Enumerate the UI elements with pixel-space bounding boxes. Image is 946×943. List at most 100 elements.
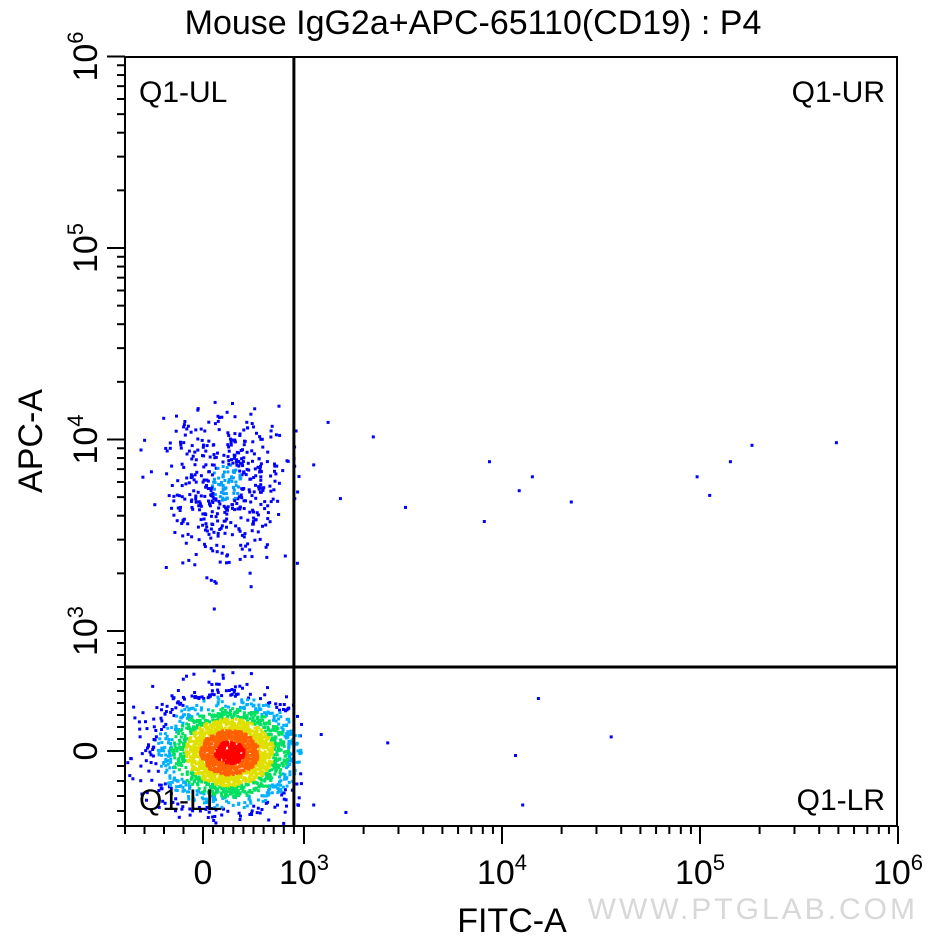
event-dot bbox=[275, 768, 279, 772]
event-dot bbox=[287, 720, 291, 724]
event-dot bbox=[232, 456, 236, 460]
event-dot bbox=[177, 763, 181, 767]
event-dot bbox=[180, 484, 184, 488]
watermark: WWW.PTGLAB.COM bbox=[587, 893, 918, 926]
event-dot bbox=[270, 768, 274, 772]
event-dot bbox=[197, 768, 201, 771]
event-dot bbox=[197, 736, 201, 740]
event-dot bbox=[211, 718, 215, 722]
event-dot bbox=[181, 703, 185, 707]
event-dot bbox=[186, 727, 190, 731]
y-tick-label: 105 bbox=[63, 223, 105, 273]
event-dot bbox=[208, 502, 211, 506]
event-dot bbox=[198, 718, 202, 722]
event-dot bbox=[249, 500, 253, 504]
event-dot bbox=[285, 776, 289, 780]
event-dot bbox=[191, 706, 195, 710]
event-dot bbox=[277, 717, 280, 721]
event-dot bbox=[256, 709, 260, 713]
event-dot bbox=[231, 461, 235, 465]
event-dot bbox=[164, 753, 168, 757]
event-dot bbox=[229, 713, 232, 717]
event-dot bbox=[260, 808, 264, 811]
event-dot bbox=[174, 725, 178, 729]
event-dot bbox=[227, 736, 231, 740]
event-dot bbox=[171, 800, 175, 804]
event-dot bbox=[254, 780, 258, 784]
quadrant-label: Q1-LL bbox=[139, 784, 222, 817]
event-dot bbox=[236, 497, 240, 501]
event-dot bbox=[211, 492, 215, 495]
event-dot bbox=[248, 775, 252, 779]
event-dot bbox=[187, 723, 190, 727]
event-dot bbox=[279, 787, 283, 791]
event-dot bbox=[258, 766, 262, 770]
event-dot bbox=[160, 719, 164, 723]
event-dot bbox=[129, 757, 133, 761]
event-dot bbox=[283, 754, 287, 758]
event-dot bbox=[267, 818, 271, 822]
event-dot bbox=[728, 460, 732, 464]
event-dot bbox=[229, 743, 233, 747]
event-dot bbox=[262, 721, 266, 725]
event-dot bbox=[176, 802, 180, 806]
event-dot bbox=[196, 755, 200, 759]
event-dot bbox=[184, 746, 188, 750]
event-dot bbox=[209, 770, 213, 774]
event-dot bbox=[217, 499, 221, 503]
event-dot bbox=[202, 478, 206, 482]
event-dot bbox=[268, 787, 271, 791]
event-dot bbox=[207, 532, 211, 536]
event-dot bbox=[233, 470, 237, 473]
event-dot bbox=[184, 783, 188, 787]
event-dot bbox=[256, 789, 260, 793]
event-dot bbox=[217, 476, 221, 480]
event-dot bbox=[220, 415, 224, 419]
event-dot bbox=[199, 721, 203, 725]
event-dot bbox=[280, 793, 284, 797]
event-dot bbox=[296, 749, 300, 753]
event-dot bbox=[247, 794, 251, 798]
event-dot bbox=[164, 757, 168, 761]
event-dot bbox=[226, 794, 230, 798]
event-dot bbox=[220, 763, 224, 767]
event-dot bbox=[243, 730, 247, 734]
event-dot bbox=[181, 724, 184, 728]
event-dot bbox=[173, 756, 177, 760]
event-dot bbox=[277, 404, 281, 408]
event-dot bbox=[218, 495, 222, 499]
event-dot bbox=[228, 790, 232, 794]
event-dot bbox=[168, 781, 172, 785]
event-dot bbox=[200, 706, 203, 710]
event-dot bbox=[172, 499, 176, 503]
event-dot bbox=[241, 757, 244, 761]
event-dot bbox=[248, 490, 252, 494]
event-dot bbox=[219, 782, 222, 786]
event-dot bbox=[274, 719, 278, 723]
event-dot bbox=[277, 733, 281, 737]
event-dot bbox=[205, 444, 209, 448]
event-dot bbox=[227, 480, 231, 484]
event-dot bbox=[288, 773, 292, 777]
event-dot bbox=[156, 769, 160, 773]
event-dot bbox=[240, 496, 244, 500]
event-dot bbox=[221, 796, 225, 800]
event-dot bbox=[283, 734, 287, 738]
event-dot bbox=[193, 691, 197, 694]
event-dot bbox=[200, 740, 204, 744]
event-dot bbox=[203, 718, 207, 722]
event-dot bbox=[232, 727, 236, 731]
event-dot bbox=[261, 718, 265, 722]
event-dot bbox=[258, 755, 262, 759]
event-dot bbox=[275, 713, 279, 717]
event-dot bbox=[177, 728, 180, 731]
event-dot bbox=[258, 467, 262, 471]
event-dot bbox=[207, 420, 211, 424]
event-dot bbox=[251, 770, 255, 774]
event-dot bbox=[189, 500, 193, 503]
event-dot bbox=[214, 744, 218, 748]
event-dot bbox=[217, 726, 221, 730]
event-dot bbox=[152, 745, 156, 749]
event-dot bbox=[312, 803, 316, 807]
event-dot bbox=[225, 729, 229, 733]
